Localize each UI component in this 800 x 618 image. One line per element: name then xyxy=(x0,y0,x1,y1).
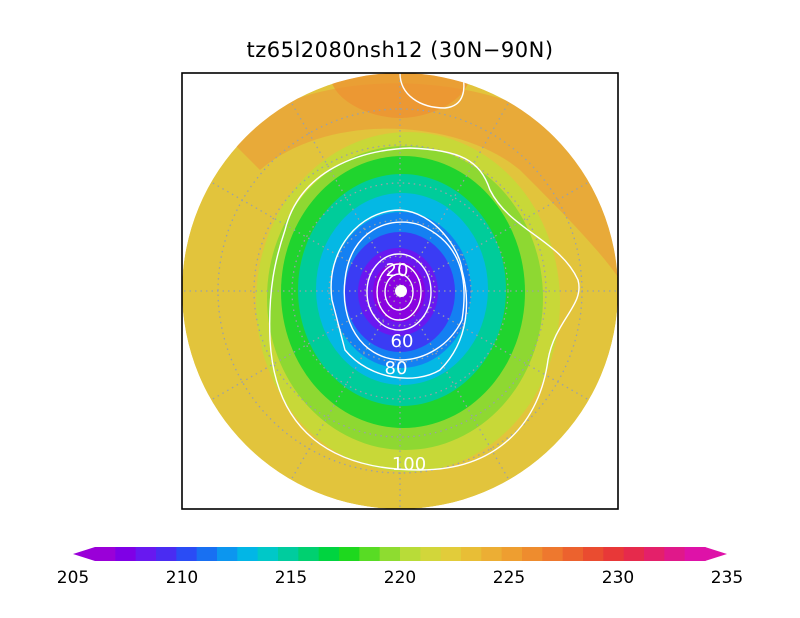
colorbar-swatch xyxy=(664,547,686,561)
colorbar-swatch xyxy=(440,547,462,561)
colorbar-swatch xyxy=(623,547,645,561)
contour-labels: 20 60 80 100 xyxy=(385,260,427,475)
contour-80 xyxy=(330,209,468,379)
colorbar-swatch xyxy=(298,547,320,561)
colorbar-tick-label: 235 xyxy=(711,568,743,588)
meridian-lines xyxy=(182,73,618,509)
contour-label-20: 20 xyxy=(386,260,409,281)
colorbar-tick-label: 205 xyxy=(57,568,89,588)
colorbar-swatch xyxy=(318,547,340,561)
colorbar-swatch xyxy=(400,547,421,561)
colorbar-swatch xyxy=(115,547,137,561)
contour-label-80: 80 xyxy=(385,358,408,379)
contour-label-60: 60 xyxy=(391,331,414,352)
colorbar-swatch xyxy=(481,547,503,561)
colorbar-arrow-low xyxy=(73,547,95,561)
contour-inner-2 xyxy=(376,263,422,321)
contour-inner-1 xyxy=(384,273,414,311)
field-warm-northeast xyxy=(230,83,618,280)
colorbar-tick-label: 210 xyxy=(166,568,198,588)
colorbar-tick-labels: 205 210 215 220 225 230 235 xyxy=(57,568,743,588)
colorbar-swatch xyxy=(257,547,279,561)
colorbar-swatch xyxy=(196,547,218,561)
map-title: tz65l2080nsh12 (30N−90N) xyxy=(246,38,554,62)
contour-60 xyxy=(343,221,465,361)
colorbar-tick-label: 225 xyxy=(493,568,525,588)
contour-label-100: 100 xyxy=(392,454,426,475)
colorbar-swatch xyxy=(135,547,157,561)
colorbar-swatch xyxy=(542,547,564,561)
map-frame xyxy=(181,72,619,510)
colorbar-swatch xyxy=(379,547,401,561)
colorbar-swatch xyxy=(359,547,381,561)
colorbar-arrow-high xyxy=(705,547,727,561)
temperature-field: 20 60 80 100 xyxy=(182,73,618,509)
contour-lines xyxy=(268,73,580,471)
colorbar-tick-label: 220 xyxy=(384,568,416,588)
colorbar-swatch xyxy=(644,547,665,561)
north-pole-marker xyxy=(395,285,407,297)
colorbar-swatch xyxy=(420,547,442,561)
colorbar-tick-label: 215 xyxy=(275,568,307,588)
colorbar-swatch xyxy=(278,547,299,561)
colorbar-swatch xyxy=(339,547,360,561)
colorbar-swatch xyxy=(176,547,198,561)
contour-inner-3 xyxy=(366,253,432,331)
colorbar-swatch xyxy=(217,547,238,561)
colorbar-swatch xyxy=(583,547,604,561)
colorbar-swatch xyxy=(562,547,584,561)
contour-100 xyxy=(268,147,580,471)
colorbar-swatch xyxy=(156,547,177,561)
colorbar-tick-label: 230 xyxy=(602,568,634,588)
colorbar-swatch xyxy=(522,547,543,561)
colorbar-swatch xyxy=(461,547,482,561)
colorbar-swatch xyxy=(237,547,259,561)
colorbar-swatch xyxy=(603,547,625,561)
colorbar-swatch xyxy=(501,547,523,561)
colorbar xyxy=(73,547,727,561)
colorbar-swatch xyxy=(95,547,116,561)
contour-north-loop xyxy=(399,73,465,109)
colorbar-swatch xyxy=(684,547,706,561)
map-plot-area: 20 60 80 100 xyxy=(182,73,618,509)
